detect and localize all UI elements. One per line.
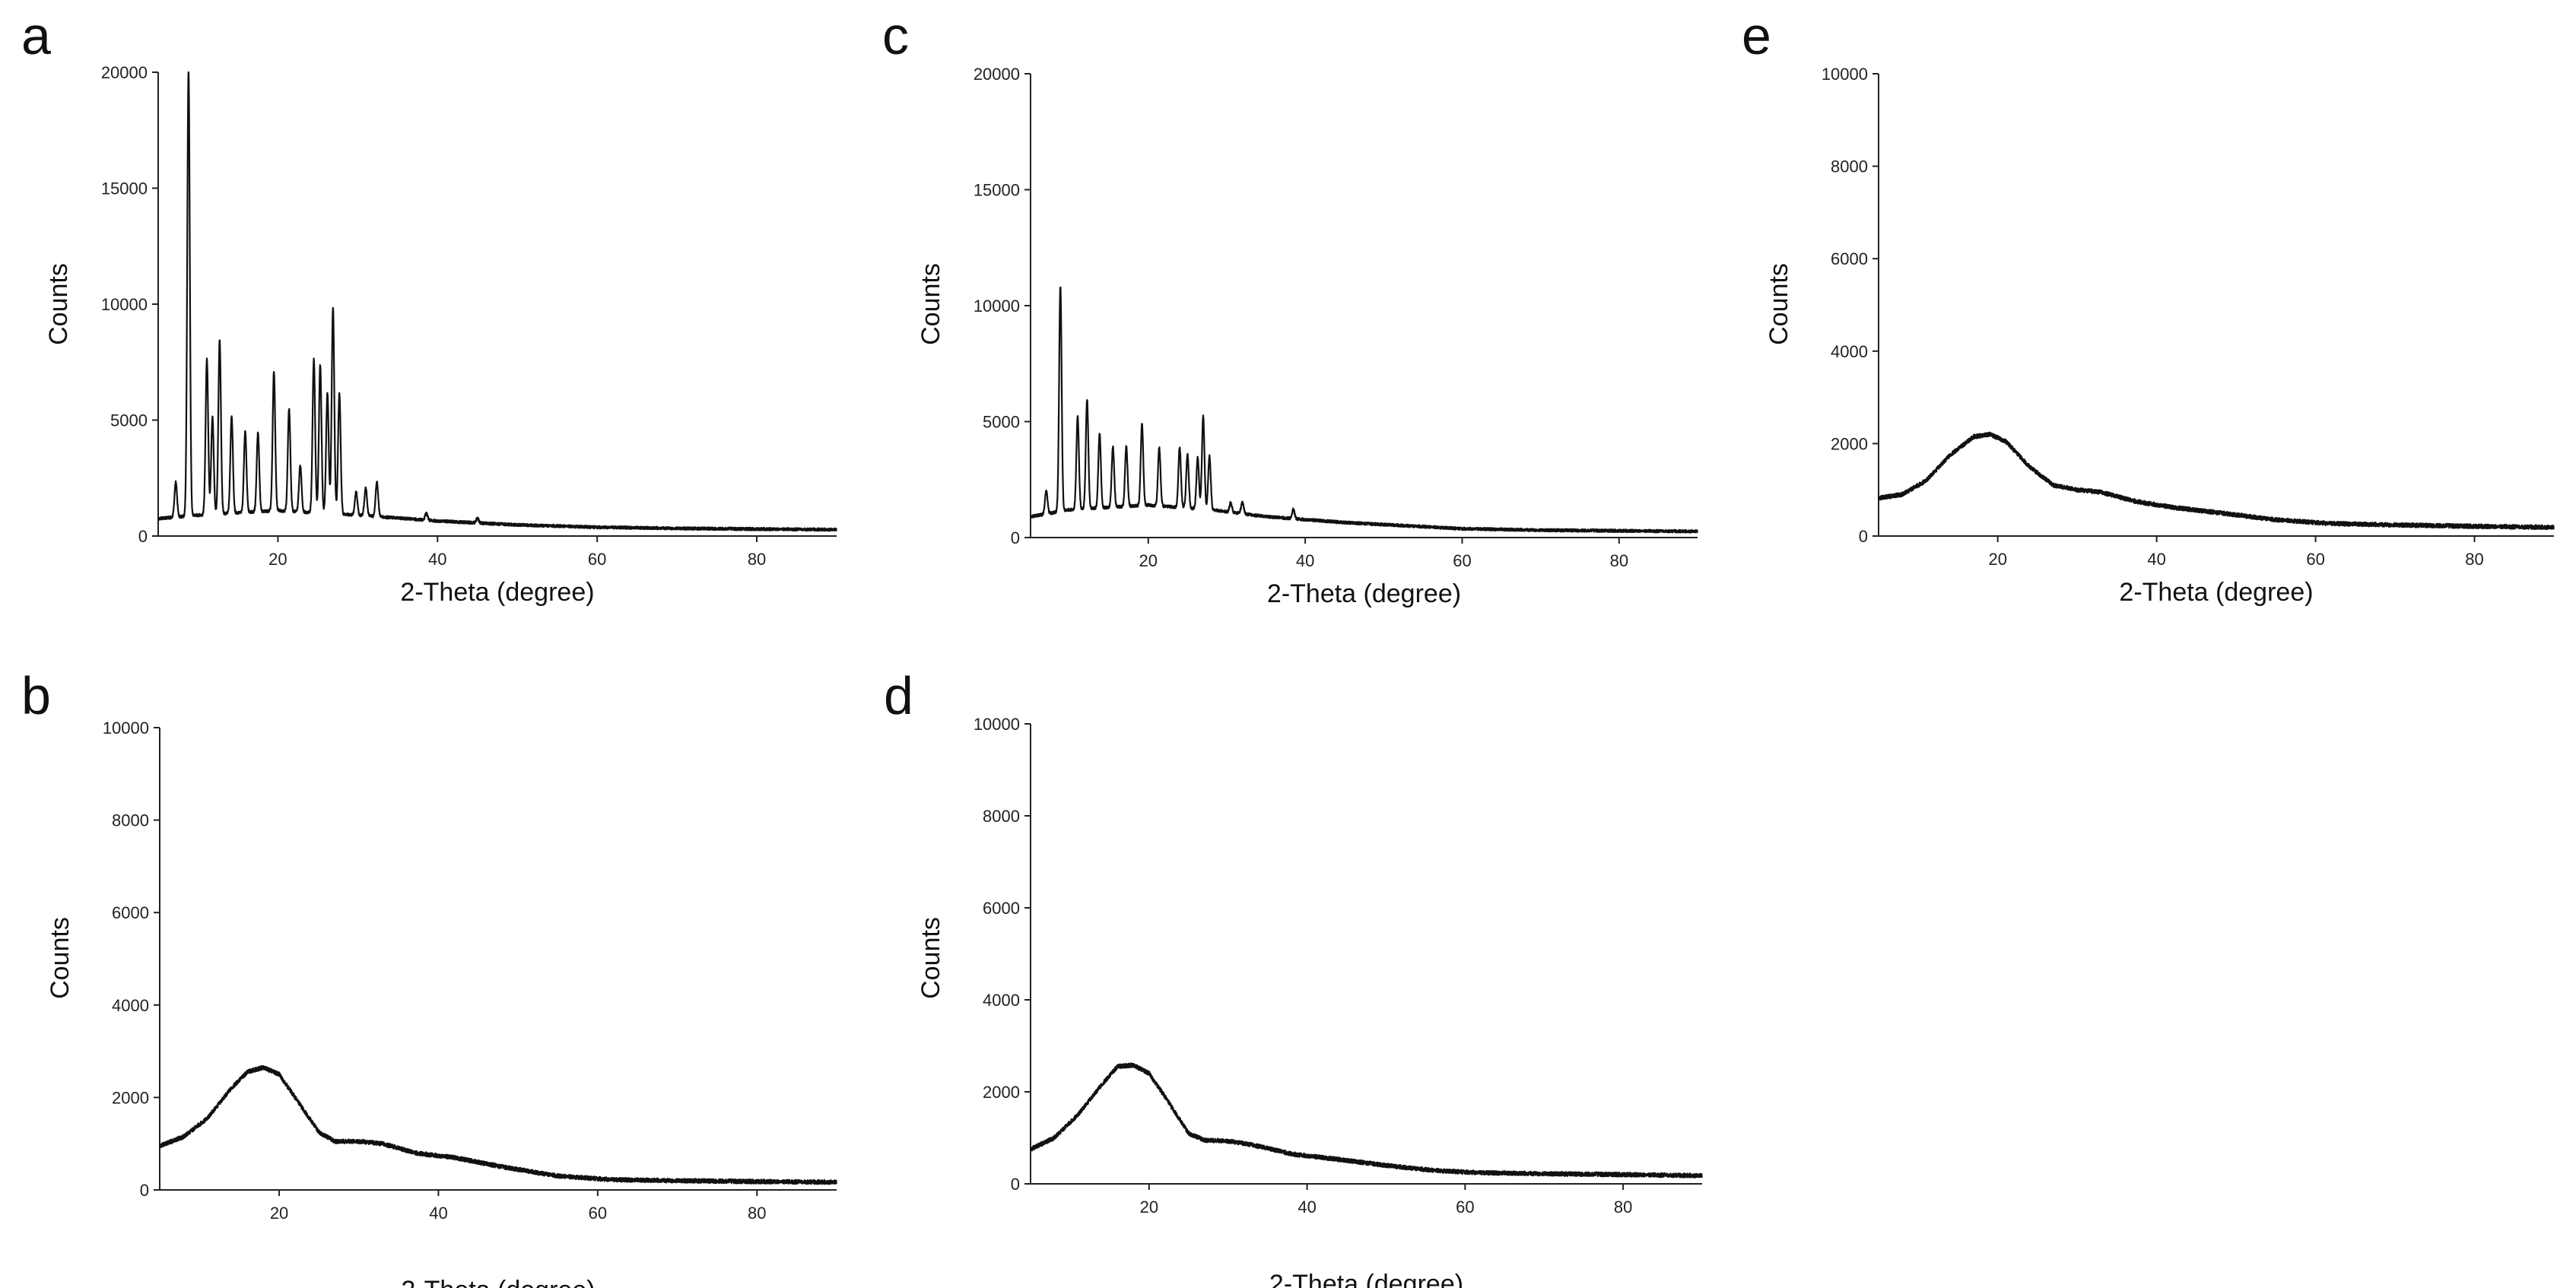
y-tick-label: 8000 bbox=[112, 811, 149, 830]
y-tick-label: 0 bbox=[1859, 527, 1868, 546]
x-axis-title: 2-Theta (degree) bbox=[2119, 578, 2313, 607]
x-tick-label: 20 bbox=[1140, 1198, 1158, 1217]
y-axis-title: Counts bbox=[44, 263, 73, 345]
y-tick-label: 0 bbox=[1011, 528, 1020, 547]
y-tick-label: 2000 bbox=[112, 1088, 149, 1107]
x-tick-label: 80 bbox=[748, 550, 766, 569]
xrd-pattern-line bbox=[1029, 286, 1698, 534]
xrd-pattern-line bbox=[1877, 431, 2555, 531]
x-axis-title: 2-Theta (degree) bbox=[401, 1276, 595, 1288]
x-tick-label: 80 bbox=[1614, 1198, 1632, 1217]
xrd-pattern-line bbox=[158, 1064, 837, 1185]
panel-e: e 20 40 60 80 0 2000 4000 6000 8000 10000 2-Theta … bbox=[1719, 0, 2576, 639]
chart-d: 20 40 60 80 0 2000 4000 6000 8000 10000 2-Theta (d… bbox=[916, 715, 1703, 1288]
x-tick-label: 80 bbox=[2465, 550, 2483, 569]
y-tick-label: 6000 bbox=[983, 899, 1020, 918]
y-tick-label: 4000 bbox=[1831, 342, 1868, 361]
y-tick-label: 10000 bbox=[101, 295, 148, 314]
y-tick-label: 8000 bbox=[983, 807, 1020, 826]
panel-d: d 20 40 60 80 0 2000 4000 6000 8000 10000 2-Theta … bbox=[859, 654, 1719, 1288]
y-tick-label: 10000 bbox=[974, 715, 1020, 734]
x-tick-label: 40 bbox=[1298, 1198, 1316, 1217]
y-tick-label: 5000 bbox=[983, 413, 1020, 432]
x-tick-label: 40 bbox=[428, 550, 446, 569]
panel-c: c 20 40 60 80 0 5000 10000 15000 20000 2-Theta (d… bbox=[859, 0, 1719, 639]
x-tick-label: 40 bbox=[2147, 550, 2165, 569]
y-tick-label: 8000 bbox=[1831, 157, 1868, 176]
x-tick-label: 60 bbox=[1456, 1198, 1474, 1217]
panel-b: b 20 40 60 80 0 2000 4000 6000 8000 10000 2-Theta … bbox=[0, 654, 859, 1288]
y-tick-label: 2000 bbox=[983, 1083, 1020, 1102]
y-tick-label: 4000 bbox=[112, 996, 149, 1015]
x-axis-title: 2-Theta (degree) bbox=[1267, 579, 1461, 608]
x-tick-label: 40 bbox=[429, 1204, 447, 1223]
y-axis-title: Counts bbox=[916, 263, 945, 345]
x-tick-label: 20 bbox=[1988, 550, 2006, 569]
chart-c: 20 40 60 80 0 5000 10000 15000 20000 2-Theta (deg… bbox=[916, 65, 1698, 608]
x-tick-label: 80 bbox=[1610, 551, 1628, 570]
y-tick-label: 0 bbox=[140, 1181, 149, 1200]
y-tick-label: 10000 bbox=[103, 719, 149, 738]
x-tick-label: 60 bbox=[589, 1204, 607, 1223]
chart-b: 20 40 60 80 0 2000 4000 6000 8000 10000 2-Theta (d… bbox=[46, 719, 837, 1288]
x-tick-label: 60 bbox=[1453, 551, 1471, 570]
x-axis-title: 2-Theta (degree) bbox=[1269, 1270, 1463, 1288]
panel-label-d: d bbox=[884, 666, 913, 725]
x-tick-label: 20 bbox=[268, 550, 287, 569]
y-tick-label: 6000 bbox=[112, 903, 149, 922]
y-axis-title: Counts bbox=[46, 917, 75, 999]
panel-label-a: a bbox=[21, 6, 51, 65]
y-tick-label: 6000 bbox=[1831, 249, 1868, 268]
x-tick-label: 20 bbox=[1139, 551, 1158, 570]
y-axis-title: Counts bbox=[916, 917, 945, 999]
y-tick-label: 2000 bbox=[1831, 434, 1868, 453]
panel-a: a 20 40 60 80 0 5000 10000 15000 20000 2-Theta (d… bbox=[0, 0, 859, 639]
chart-a: 20 40 60 80 0 5000 10000 15000 20000 2-Theta (deg… bbox=[44, 63, 837, 607]
x-tick-label: 20 bbox=[270, 1204, 288, 1223]
x-tick-label: 40 bbox=[1296, 551, 1314, 570]
y-tick-label: 10000 bbox=[1822, 65, 1868, 84]
y-tick-label: 10000 bbox=[974, 297, 1020, 316]
y-tick-label: 4000 bbox=[983, 991, 1020, 1010]
panel-label-e: e bbox=[1742, 6, 1771, 65]
x-tick-label: 80 bbox=[748, 1204, 766, 1223]
y-axis-title: Counts bbox=[1764, 263, 1793, 345]
x-tick-label: 60 bbox=[2306, 550, 2324, 569]
x-tick-label: 60 bbox=[588, 550, 606, 569]
y-tick-label: 15000 bbox=[974, 181, 1020, 200]
y-tick-label: 0 bbox=[138, 527, 148, 546]
y-tick-label: 15000 bbox=[101, 179, 148, 198]
y-tick-label: 5000 bbox=[110, 411, 148, 430]
panel-label-b: b bbox=[21, 666, 51, 725]
y-tick-label: 20000 bbox=[974, 65, 1020, 84]
xrd-pattern-line bbox=[1029, 1062, 1703, 1179]
y-tick-label: 0 bbox=[1011, 1175, 1020, 1194]
chart-e: 20 40 60 80 0 2000 4000 6000 8000 10000 2-Theta (d… bbox=[1764, 65, 2555, 607]
xrd-pattern-line bbox=[157, 71, 837, 532]
y-tick-label: 20000 bbox=[101, 63, 148, 82]
x-axis-title: 2-Theta (degree) bbox=[400, 578, 594, 607]
panel-label-c: c bbox=[882, 6, 909, 65]
